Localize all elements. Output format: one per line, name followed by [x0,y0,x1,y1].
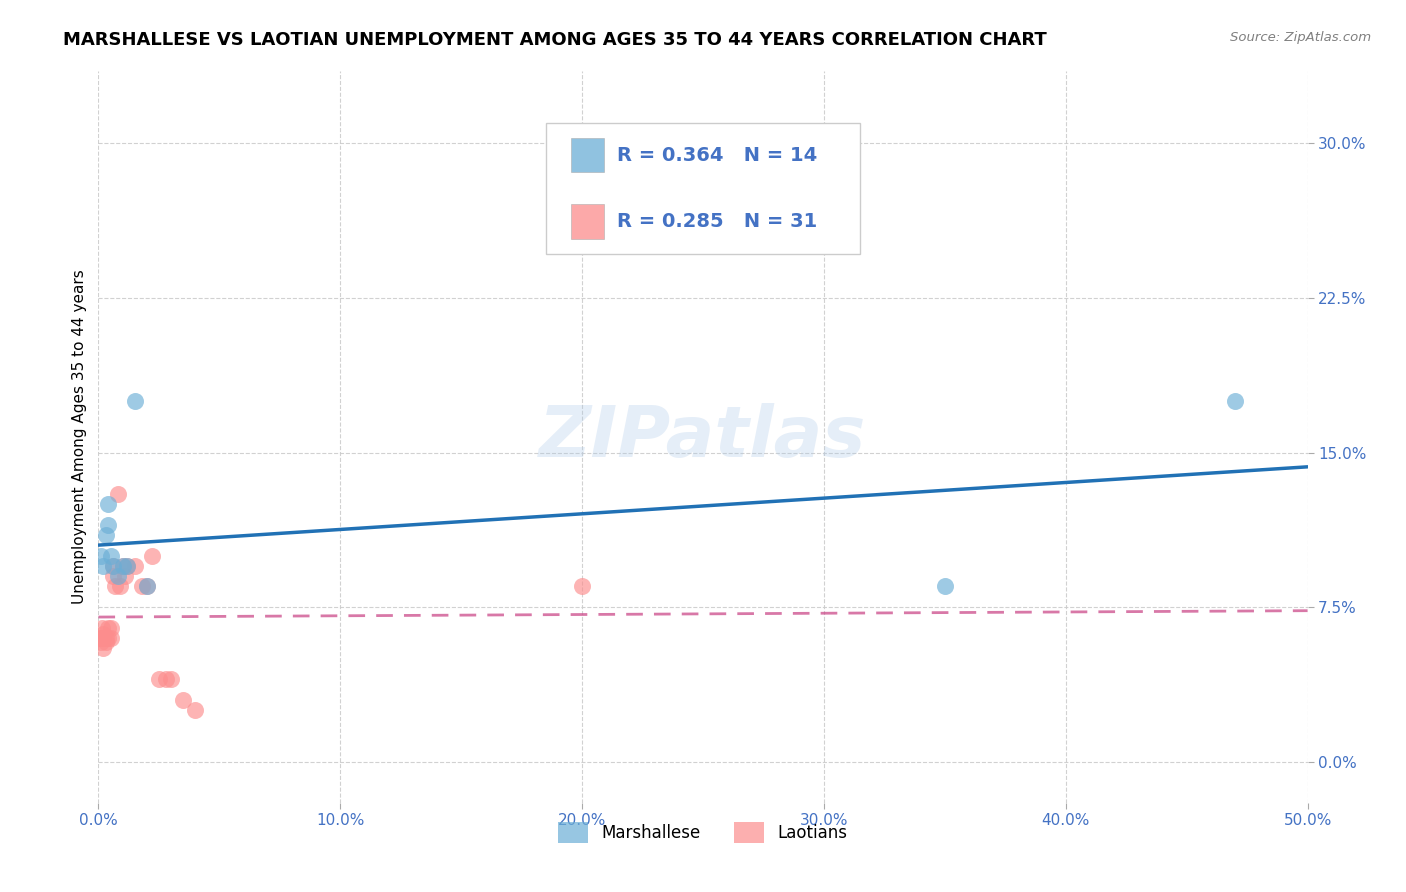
Point [934,579,956,593]
Point [91,627,114,641]
Point [131,579,153,593]
Point [100,549,122,563]
Y-axis label: Unemployment Among Ages 35 to 44 years: Unemployment Among Ages 35 to 44 years [72,269,87,605]
Point [148,672,170,686]
FancyBboxPatch shape [546,122,860,254]
Point [90,635,112,649]
Point [117,558,139,573]
Point [135,579,157,593]
Point [104,579,127,593]
Point [114,569,136,583]
Point [101,558,124,573]
Point [1223,394,1246,409]
Point [91,641,114,656]
Point [97,621,120,635]
Point [101,569,124,583]
Legend: Marshallese, Laotians: Marshallese, Laotians [551,815,855,849]
Point [111,558,134,573]
Point [97,497,120,511]
FancyBboxPatch shape [571,138,603,172]
Point [172,693,194,707]
Point [111,558,134,573]
Point [184,703,207,717]
Point [107,569,129,583]
Point [107,487,129,501]
Point [155,672,177,686]
Point [91,621,114,635]
Point [101,558,124,573]
Point [89,631,111,645]
Text: Source: ZipAtlas.com: Source: ZipAtlas.com [1230,31,1371,45]
Point [124,558,146,573]
Point [90,549,112,563]
Point [100,631,122,645]
Point [97,631,120,645]
Point [117,558,139,573]
Point [571,579,593,593]
Point [91,558,114,573]
Point [90,631,112,645]
Point [135,579,157,593]
Point [124,394,146,409]
Text: R = 0.285   N = 31: R = 0.285 N = 31 [617,212,817,231]
Point [141,549,163,563]
Point [108,579,131,593]
FancyBboxPatch shape [571,204,603,239]
Point [160,672,183,686]
Text: MARSHALLESE VS LAOTIAN UNEMPLOYMENT AMONG AGES 35 TO 44 YEARS CORRELATION CHART: MARSHALLESE VS LAOTIAN UNEMPLOYMENT AMON… [63,31,1047,49]
Point [94,528,117,542]
Text: ZIPatlas: ZIPatlas [540,402,866,472]
Point [91,631,114,645]
Point [97,517,120,532]
Point [94,635,117,649]
Text: R = 0.364   N = 14: R = 0.364 N = 14 [617,145,817,165]
Point [94,631,117,645]
Point [100,621,122,635]
